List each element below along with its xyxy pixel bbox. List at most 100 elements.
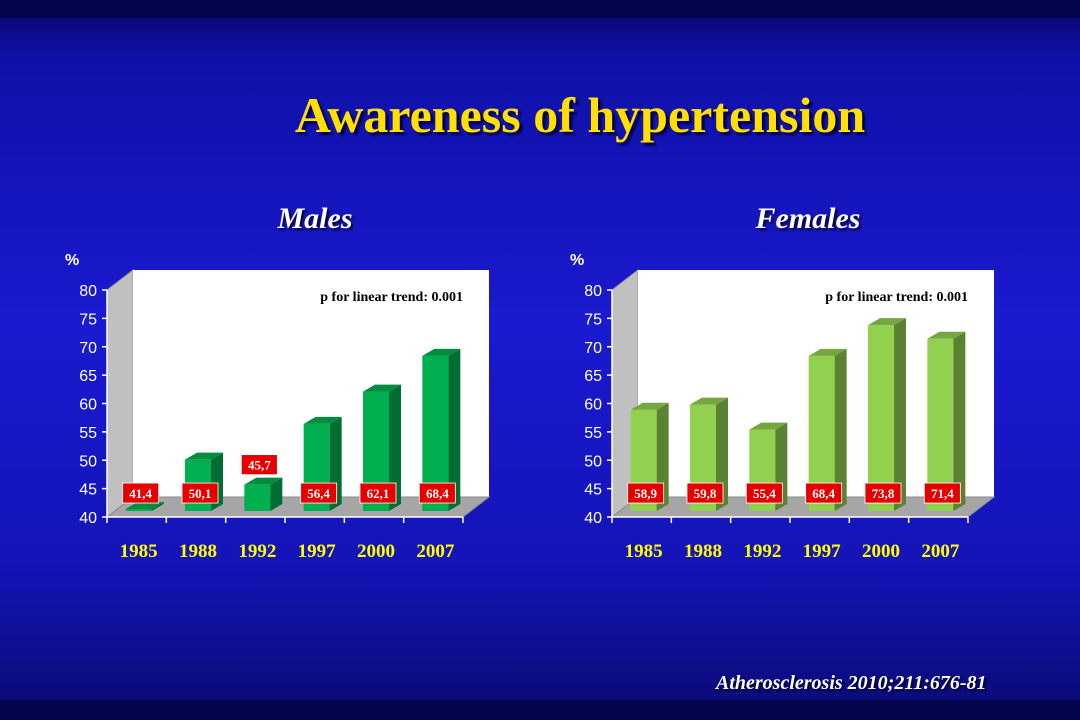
bar-side — [953, 331, 966, 511]
y-tick-label: 75 — [79, 311, 97, 328]
data-label-text: 73,8 — [872, 486, 895, 501]
reference-citation: Atherosclerosis 2010;211:676-81 — [716, 672, 987, 694]
bar-top — [690, 397, 728, 405]
bar-top — [303, 416, 342, 424]
data-label-text: 41,4 — [129, 486, 152, 501]
x-tick-label: 2007 — [416, 541, 455, 562]
y-tick-label: 50 — [584, 453, 602, 470]
x-tick-label: 1988 — [179, 541, 217, 562]
data-label-box — [181, 482, 219, 504]
top-band — [0, 0, 1080, 18]
data-label-2007: 68,4 — [418, 482, 456, 504]
x-tick-label: 2007 — [921, 541, 960, 562]
bar-front — [927, 338, 954, 511]
bar-side — [151, 502, 164, 511]
data-label-text: 58,9 — [634, 486, 657, 501]
x-tick-label: 2000 — [357, 541, 395, 562]
data-label-1997: 56,4 — [300, 482, 338, 504]
y-tick-label: 40 — [79, 510, 97, 527]
bar-top — [363, 384, 401, 392]
data-label-1997: 68,4 — [805, 482, 843, 504]
x-tick-label: 1985 — [120, 541, 158, 562]
data-label-text: 71,4 — [931, 486, 954, 501]
bar-side — [389, 384, 401, 511]
bar-top — [868, 318, 906, 326]
y-tick-label: 80 — [584, 283, 602, 300]
x-tick-label: 1988 — [684, 541, 722, 562]
bar-top — [244, 477, 283, 485]
data-label-box — [240, 454, 278, 476]
data-label-text: 50,1 — [189, 486, 212, 501]
data-label-text: 45,7 — [248, 458, 271, 473]
data-label-1985: 41,4 — [122, 482, 160, 504]
data-label-1988: 50,1 — [181, 482, 219, 504]
y-tick-label: 75 — [584, 311, 602, 328]
trend-annotation: p for linear trend: 0.001 — [825, 290, 968, 305]
data-label-box — [686, 482, 724, 504]
bar-side — [894, 318, 906, 511]
bar-top — [125, 502, 164, 510]
y-tick-label: 45 — [584, 482, 602, 499]
females-bar-chart: 40 45 50 55 60 65 70 75 80% p for linear trend: 0… — [570, 252, 996, 562]
data-label-text: 56,4 — [307, 486, 330, 501]
data-label-text: 62,1 — [367, 486, 390, 501]
y-tick-label: 55 — [584, 425, 602, 442]
x-tick-label: 1997 — [803, 541, 842, 562]
data-label-box — [745, 482, 783, 504]
y-axis-unit: % — [65, 252, 79, 269]
y-tick-label: 70 — [79, 340, 97, 357]
bar-front — [868, 325, 894, 511]
y-tick-label: 60 — [79, 397, 97, 414]
data-label-1992: 45,7 — [240, 454, 278, 476]
data-label-box — [359, 482, 397, 504]
y-tick-label: 65 — [584, 368, 602, 385]
data-label-text: 68,4 — [426, 486, 449, 501]
x-tick-label: 1985 — [625, 541, 663, 562]
bar-top — [185, 452, 223, 460]
x-tick-label: 2000 — [862, 541, 900, 562]
data-label-box — [122, 482, 160, 504]
males-bar-chart: 40 45 50 55 60 65 70 75 80% p for linear trend: 0… — [65, 252, 491, 562]
data-label-2000: 73,8 — [864, 482, 902, 504]
data-label-text: 59,8 — [694, 486, 717, 501]
females-chart-title: Females — [755, 202, 861, 235]
data-label-text: 55,4 — [753, 486, 776, 501]
bar-top — [749, 422, 788, 430]
bottom-band — [0, 700, 1080, 720]
y-tick-label: 40 — [584, 510, 602, 527]
bar-top — [927, 331, 966, 339]
data-label-box — [627, 482, 665, 504]
x-tick-label: 1997 — [298, 541, 337, 562]
y-tick-label: 45 — [79, 482, 97, 499]
data-label-2000: 62,1 — [359, 482, 397, 504]
bar-side — [834, 348, 847, 511]
bar-top — [422, 348, 461, 356]
data-label-1985: 58,9 — [627, 482, 665, 504]
bar-top — [630, 402, 669, 410]
data-label-box — [418, 482, 456, 504]
bar-front — [244, 484, 271, 511]
x-tick-label: 1992 — [743, 541, 781, 562]
bar-1985 — [125, 502, 164, 511]
y-tick-label: 65 — [79, 368, 97, 385]
males-chart-title: Males — [277, 202, 353, 235]
slide-title: Awareness of hypertension — [294, 87, 866, 143]
y-axis-unit: % — [570, 252, 584, 269]
data-label-text: 68,4 — [812, 486, 835, 501]
data-label-box — [864, 482, 902, 504]
bar-1992 — [244, 477, 283, 511]
trend-annotation: p for linear trend: 0.001 — [320, 290, 463, 305]
y-tick-label: 60 — [584, 397, 602, 414]
bar-top — [808, 348, 847, 356]
data-label-1988: 59,8 — [686, 482, 724, 504]
bar-front — [125, 509, 152, 511]
x-tick-label: 1992 — [238, 541, 276, 562]
data-label-box — [923, 482, 961, 504]
y-tick-label: 55 — [79, 425, 97, 442]
y-tick-label: 50 — [79, 453, 97, 470]
side-wall — [106, 268, 134, 519]
data-label-1992: 55,4 — [745, 482, 783, 504]
bar-side — [270, 477, 283, 511]
y-tick-label: 70 — [584, 340, 602, 357]
